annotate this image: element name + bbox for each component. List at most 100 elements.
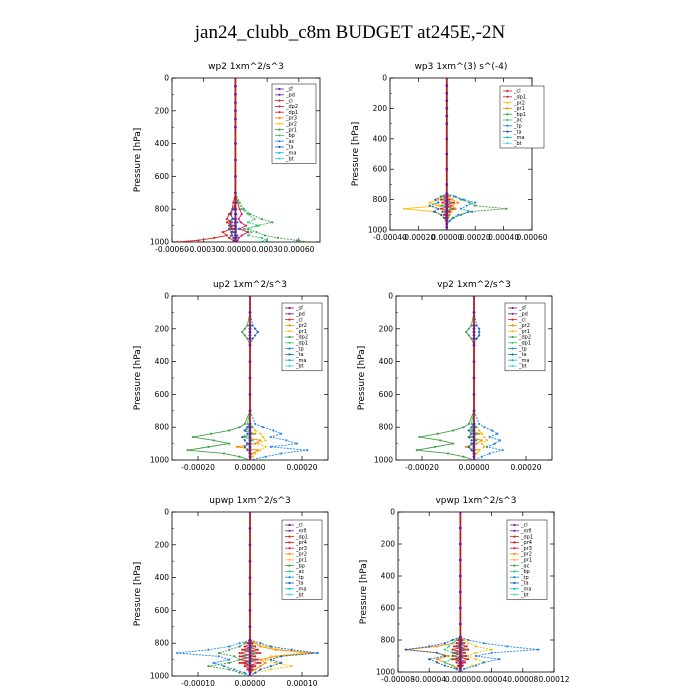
data-point	[246, 668, 249, 671]
data-point	[238, 455, 241, 458]
zero-trace-point	[459, 670, 462, 672]
data-point	[246, 449, 249, 452]
data-point	[228, 429, 231, 432]
legend-label: _bp	[520, 569, 530, 575]
series-group	[176, 78, 311, 242]
data-point	[467, 654, 470, 658]
data-point	[290, 665, 293, 668]
data-point	[446, 452, 450, 455]
data-point	[231, 217, 234, 221]
panel-title: upwp 1xm^2/s^3	[209, 496, 290, 506]
data-point	[212, 661, 215, 664]
data-point	[241, 648, 244, 651]
zero-trace-point	[248, 393, 252, 396]
series-line-bp	[208, 512, 251, 676]
data-point	[443, 654, 446, 658]
data-point	[442, 210, 446, 213]
data-point	[465, 654, 468, 658]
data-point	[485, 445, 489, 448]
zero-trace-point	[248, 658, 252, 661]
y-tick-label: 0	[164, 508, 169, 517]
data-point	[443, 664, 446, 667]
data-point	[474, 645, 478, 648]
zero-trace-point	[472, 393, 476, 396]
data-point	[274, 661, 278, 664]
zero-trace-point	[234, 158, 237, 162]
legend-label: _ta	[520, 581, 529, 587]
series-line-cl	[177, 78, 236, 242]
legend-label: _dp1	[285, 110, 298, 116]
series-line-pr2	[404, 78, 448, 230]
data-point	[447, 654, 450, 658]
legend-label: _bt	[295, 364, 304, 370]
data-point	[474, 664, 478, 667]
data-point	[259, 668, 262, 671]
data-point	[448, 195, 451, 198]
data-point	[435, 661, 439, 664]
data-point	[461, 654, 464, 658]
data-point	[436, 432, 439, 435]
data-point	[274, 648, 278, 651]
zero-trace-point	[459, 664, 462, 667]
zero-trace-point	[459, 542, 462, 546]
legend-marker	[288, 570, 291, 573]
y-tick-label: 1000	[150, 456, 169, 465]
legend-marker	[511, 306, 514, 310]
data-point	[242, 208, 245, 211]
y-tick-label: 1000	[374, 456, 393, 465]
data-point	[246, 642, 249, 645]
zero-trace-point	[459, 638, 462, 642]
data-point	[440, 207, 443, 210]
zero-trace-point	[445, 107, 449, 110]
data-point	[213, 236, 216, 239]
legend-marker	[511, 335, 514, 339]
data-point	[461, 661, 464, 664]
data-point	[443, 661, 446, 664]
zero-trace-point	[445, 222, 449, 226]
data-point	[485, 439, 489, 442]
x-tick-label: 0.00004	[476, 675, 507, 684]
zero-trace-point	[472, 438, 476, 442]
zero-trace-point	[248, 654, 252, 658]
zero-trace-point	[472, 432, 476, 436]
data-point	[453, 645, 456, 648]
y-tick-label: 1000	[368, 226, 387, 235]
legend-label: _dp1	[295, 341, 308, 347]
data-point	[254, 651, 257, 655]
data-point	[247, 231, 250, 234]
legend-label: _ma	[285, 151, 296, 157]
data-point	[482, 661, 485, 664]
data-point	[232, 201, 235, 204]
legend-label: _bt	[513, 141, 522, 147]
data-point	[480, 455, 483, 458]
zero-trace-point	[459, 641, 462, 645]
legend-marker	[278, 140, 281, 143]
series-group	[404, 512, 540, 672]
legend-label: _bp1	[513, 112, 526, 118]
y-tick-label: 1000	[150, 672, 169, 681]
zero-trace-point	[248, 438, 252, 442]
data-point	[465, 330, 468, 334]
y-tick-label: 0	[390, 508, 395, 517]
x-tick-label: -0.00020	[181, 463, 215, 472]
data-point	[260, 236, 263, 239]
data-point	[440, 213, 443, 216]
data-point	[415, 449, 418, 452]
y-axis-label: Pressure [hPa]	[351, 122, 361, 187]
data-point	[271, 221, 274, 224]
legend-label: _dp1	[518, 341, 531, 347]
legend-marker	[288, 558, 291, 561]
series-line-ac	[455, 512, 466, 672]
data-point	[308, 240, 311, 242]
zero-trace-point	[472, 337, 476, 341]
data-point	[537, 648, 540, 651]
series-line-pr1	[459, 512, 492, 672]
panel-title: wp2 1xm^2/s^3	[208, 62, 284, 72]
zero-trace-point	[472, 360, 476, 363]
data-point	[269, 445, 272, 448]
data-point	[432, 210, 436, 213]
zero-trace-point	[445, 201, 449, 205]
legend-label: _ta	[295, 581, 304, 587]
y-tick-label: 800	[155, 205, 170, 214]
